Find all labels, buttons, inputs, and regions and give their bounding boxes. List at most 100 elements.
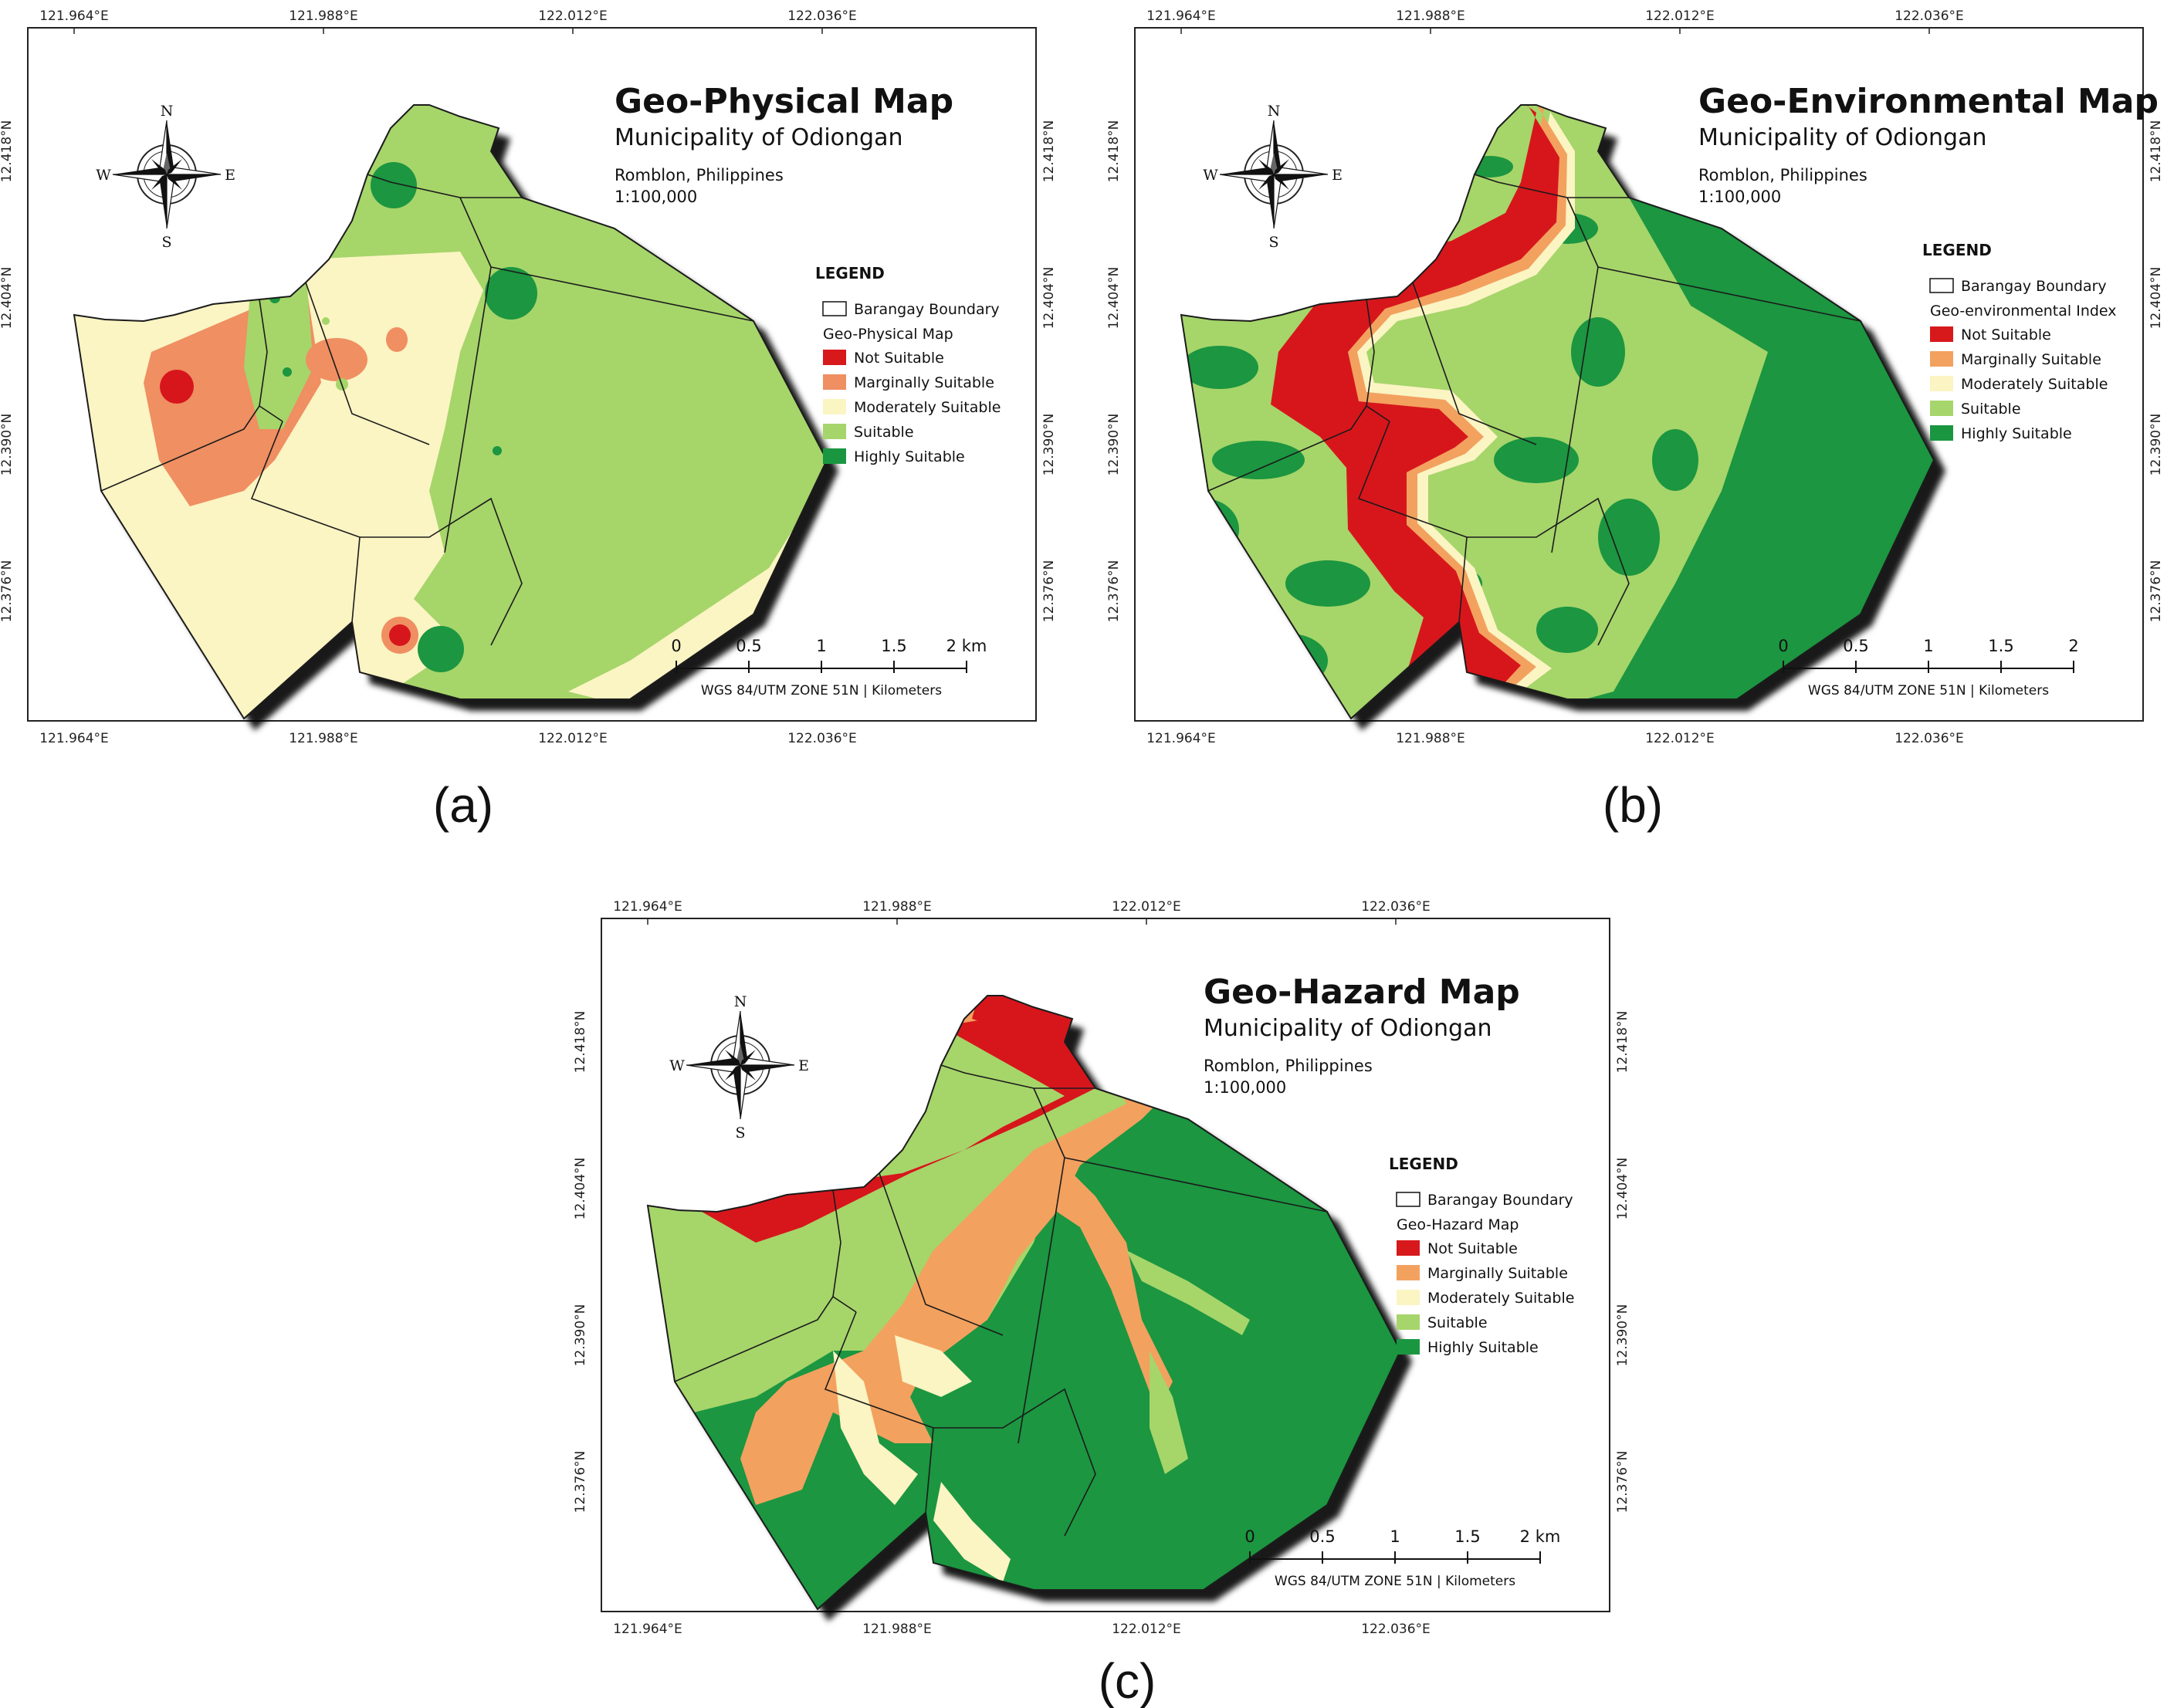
- lat-tick-label-right: 12.404°N: [2148, 267, 2164, 330]
- lat-tick-label-right: 12.376°N: [2148, 560, 2164, 623]
- compass-east-label: E: [798, 1057, 809, 1074]
- lon-tick-label-bottom: 121.988°E: [1396, 731, 1465, 746]
- compass-point: [160, 174, 167, 228]
- lon-tick-label-top: 122.012°E: [538, 8, 608, 24]
- compass-point-minor: [151, 159, 167, 174]
- lat-tick-label-right: 12.390°N: [1615, 1304, 1630, 1367]
- scale-tick-label: 1: [1390, 1527, 1400, 1546]
- lon-tick-label-bottom: 122.036°E: [1361, 1622, 1431, 1637]
- legend-swatch: [823, 399, 846, 414]
- compass-point: [686, 1058, 740, 1065]
- scale-tick-label: 0.5: [1843, 637, 1868, 655]
- lon-tick-label-bottom: 121.964°E: [613, 1622, 682, 1637]
- scale-tick-label: 1.5: [1988, 637, 2013, 655]
- compass-point-minor: [1258, 174, 1274, 190]
- legend-swatch: [823, 424, 846, 439]
- geo-environmental-map-panel: 121.964°E 121.964°E 121.988°E 121.988°E 122.…: [1106, 8, 2164, 746]
- map-location: Romblon, Philippines: [1204, 1057, 1373, 1075]
- legend-class-label: Highly Suitable: [1961, 425, 2072, 442]
- legend-swatch: [1930, 376, 1953, 391]
- scale-tick-label: 0.5: [1309, 1527, 1335, 1546]
- scale-bar-note: WGS 84/UTM ZONE 51N | Kilometers: [1808, 683, 2049, 698]
- map-scale-ratio: 1:100,000: [1698, 188, 1781, 206]
- map-location: Romblon, Philippines: [1698, 166, 1867, 184]
- legend-heading: LEGEND: [815, 264, 885, 282]
- lat-tick-label-left: 12.376°N: [1106, 560, 1122, 623]
- legend-swatch-boundary: [1929, 278, 1954, 293]
- legend-index-label: Geo-environmental Index: [1930, 303, 2117, 320]
- map-title: Geo-Physical Map: [615, 82, 953, 121]
- compass-east-label: E: [225, 167, 235, 184]
- lat-tick-label-left: 12.390°N: [573, 1304, 588, 1367]
- legend-index-label: Geo-Hazard Map: [1397, 1216, 1519, 1233]
- compass-point: [1220, 167, 1274, 174]
- legend-class-label: Not Suitable: [1427, 1240, 1518, 1257]
- lon-tick-label-bottom: 121.964°E: [1146, 731, 1216, 746]
- lat-tick-label-right: 12.418°N: [1615, 1011, 1630, 1074]
- legend-swatch: [823, 448, 846, 464]
- panel-label: (c): [1099, 1653, 1156, 1708]
- lat-tick-label-right: 12.390°N: [2148, 414, 2164, 476]
- legend-class-label: Not Suitable: [854, 350, 944, 367]
- scale-bar-note: WGS 84/UTM ZONE 51N | Kilometers: [701, 683, 942, 698]
- lon-tick-label-top: 122.036°E: [1894, 8, 1964, 24]
- map-title: Geo-Environmental Map: [1698, 82, 2159, 121]
- lat-tick-label-left: 12.418°N: [1106, 120, 1122, 183]
- compass-point-minor: [1270, 153, 1278, 174]
- legend-class-label: Highly Suitable: [1427, 1339, 1539, 1356]
- compass-rose-icon: N S E W: [1203, 103, 1343, 251]
- lon-tick-label-bottom: 121.988°E: [289, 731, 358, 746]
- legend-class-label: Marginally Suitable: [1427, 1265, 1568, 1282]
- lon-tick-label-bottom: 122.012°E: [1112, 1622, 1181, 1637]
- legend-class-label: Highly Suitable: [854, 448, 965, 465]
- lat-tick-label-right: 12.404°N: [1041, 267, 1057, 330]
- lon-tick-label-top: 121.988°E: [862, 899, 932, 915]
- lon-tick-label-bottom: 122.036°E: [787, 731, 857, 746]
- legend-class-label: Moderately Suitable: [1961, 376, 2108, 393]
- map-subtitle: Municipality of Odiongan: [615, 124, 902, 151]
- lon-tick-label-top: 121.988°E: [1396, 8, 1465, 24]
- legend-swatch: [1397, 1240, 1420, 1256]
- legend-swatch-boundary: [822, 301, 847, 316]
- scale-tick-label: 2 km: [1520, 1527, 1561, 1546]
- compass-west-label: W: [669, 1057, 685, 1074]
- map-subtitle: Municipality of Odiongan: [1698, 124, 1986, 151]
- compass-north-label: N: [734, 993, 747, 1010]
- lat-tick-label-left: 12.404°N: [573, 1158, 588, 1220]
- compass-point-minor: [1274, 159, 1289, 174]
- compass-south-label: S: [161, 234, 171, 251]
- map-title: Geo-Hazard Map: [1204, 972, 1520, 1012]
- map-scale-ratio: 1:100,000: [615, 188, 697, 206]
- legend-swatch: [1930, 351, 1953, 367]
- legend-class-label: Marginally Suitable: [1961, 351, 2101, 368]
- lon-tick-label-bottom: 122.012°E: [1645, 731, 1715, 746]
- compass-point: [733, 1065, 740, 1119]
- compass-north-label: N: [161, 103, 174, 120]
- lon-tick-label-top: 121.964°E: [613, 899, 682, 915]
- scale-tick-label: 0.5: [736, 637, 761, 655]
- lat-tick-label-left: 12.376°N: [0, 560, 15, 623]
- not-suitable-band: [1271, 105, 1559, 696]
- legend-class-label: Moderately Suitable: [854, 399, 1001, 416]
- lon-tick-label-bottom: 122.036°E: [1894, 731, 1964, 746]
- compass-point: [167, 174, 221, 181]
- legend-swatch: [1930, 401, 1953, 416]
- lon-tick-label-top: 122.036°E: [787, 8, 857, 24]
- compass-point-minor: [740, 1050, 756, 1065]
- compass-point: [113, 167, 167, 174]
- lat-tick-label-left: 12.390°N: [1106, 414, 1122, 476]
- lat-tick-label-right: 12.404°N: [1615, 1158, 1630, 1220]
- lat-tick-label-left: 12.404°N: [0, 267, 15, 330]
- legend-swatch: [1930, 326, 1953, 342]
- scale-tick-label: 2: [2068, 637, 2078, 655]
- compass-point-minor: [167, 174, 182, 190]
- scale-tick-label: 0: [671, 637, 681, 655]
- lat-tick-label-left: 12.376°N: [573, 1451, 588, 1514]
- lat-tick-label-left: 12.404°N: [1106, 267, 1122, 330]
- lon-tick-label-bottom: 121.964°E: [39, 731, 109, 746]
- lat-tick-label-left: 12.418°N: [0, 120, 15, 183]
- legend-swatch: [1930, 425, 1953, 441]
- compass-point-minor: [151, 174, 167, 190]
- compass-point: [1267, 174, 1274, 228]
